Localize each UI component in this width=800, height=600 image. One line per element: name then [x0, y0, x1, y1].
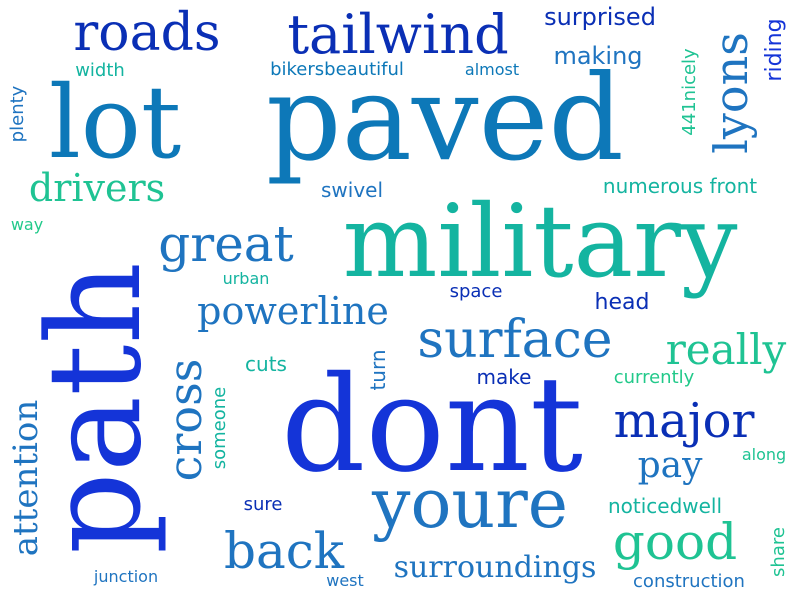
word-good: good	[612, 513, 738, 571]
word-lot: lot	[48, 64, 182, 181]
word-plenty: plenty	[7, 85, 28, 143]
word-make: make	[476, 365, 532, 389]
word-major: major	[613, 393, 755, 449]
word-bikersbeautiful: bikersbeautiful	[270, 59, 404, 80]
word-riding: riding	[762, 18, 787, 82]
word-back: back	[223, 522, 345, 580]
word-along: along	[741, 445, 787, 464]
word-share: share	[768, 527, 789, 577]
word-turn: turn	[366, 349, 390, 391]
word-way: way	[10, 215, 44, 234]
word-cuts: cuts	[245, 352, 287, 376]
word-dont: dont	[280, 348, 584, 502]
word-powerline: powerline	[197, 289, 389, 333]
word-roads: roads	[73, 3, 221, 63]
word-surroundings: surroundings	[393, 550, 597, 585]
word-noticedwell: noticedwell	[607, 494, 723, 518]
word-sure: sure	[243, 494, 283, 515]
word-pay: pay	[637, 445, 703, 486]
word-surface: surface	[417, 310, 613, 370]
word-someone: someone	[209, 386, 230, 470]
word-west: west	[326, 571, 364, 590]
word-drivers: drivers	[28, 166, 166, 210]
word-numerous-front: numerous front	[602, 174, 758, 198]
word-lyons: lyons	[704, 32, 758, 154]
word-paved: paved	[266, 49, 624, 187]
word-width: width	[75, 60, 125, 81]
word-441nicely: 441nicely	[679, 48, 700, 136]
word-head: head	[594, 290, 650, 315]
word-space: space	[449, 281, 503, 302]
word-path: path	[21, 261, 170, 555]
word-cross: cross	[158, 358, 212, 482]
word-really: really	[665, 325, 787, 374]
word-making: making	[553, 42, 643, 70]
word-junction: junction	[93, 567, 159, 586]
word-attention: attention	[6, 399, 46, 557]
word-currently: currently	[613, 367, 695, 388]
word-tailwind: tailwind	[287, 3, 509, 66]
word-swivel: swivel	[320, 178, 384, 202]
word-surprised: surprised	[544, 3, 656, 31]
word-almost: almost	[464, 60, 520, 79]
word-military: military	[342, 183, 738, 300]
word-urban: urban	[222, 269, 270, 288]
word-youre: youre	[372, 465, 568, 544]
word-construction: construction	[633, 571, 745, 592]
word-great: great	[158, 215, 294, 273]
